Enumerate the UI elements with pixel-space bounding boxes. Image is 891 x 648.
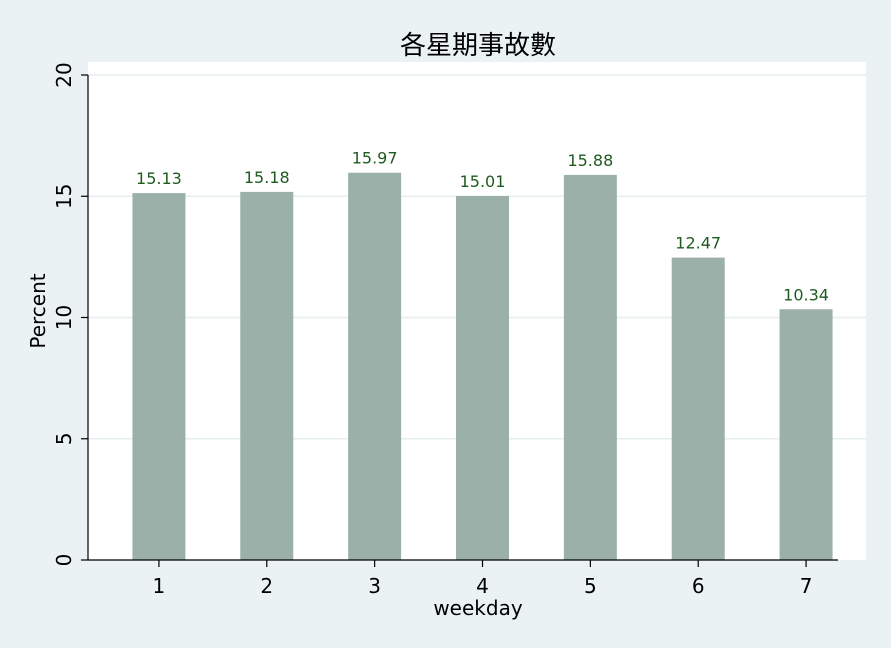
y-tick-label: 0	[52, 554, 76, 567]
x-tick-label: 7	[800, 574, 813, 598]
bar	[671, 257, 725, 560]
data-label: 15.13	[136, 169, 182, 188]
bar	[132, 193, 186, 560]
y-tick-label: 20	[52, 62, 76, 87]
data-labels: 15.13 15.18 15.97 15.01 15.88 12.47 10.34	[136, 149, 829, 305]
chart-title: 各星期事故數	[400, 31, 556, 61]
x-tick-label: 3	[368, 574, 381, 598]
x-tick-label: 6	[692, 574, 705, 598]
data-label: 15.88	[567, 151, 613, 170]
x-tick-label: 2	[260, 574, 273, 598]
x-tick-label: 1	[153, 574, 166, 598]
bar	[240, 191, 294, 560]
bar	[348, 172, 402, 561]
bar	[456, 196, 509, 560]
y-axis-title: Percent	[26, 273, 50, 348]
data-label: 12.47	[675, 234, 721, 253]
data-label: 10.34	[783, 285, 829, 304]
y-tick-label: 15	[52, 184, 76, 209]
x-axis-title: weekday	[433, 596, 523, 620]
y-tick-label: 5	[52, 432, 76, 445]
data-label: 15.01	[460, 172, 506, 191]
bar	[779, 309, 833, 560]
bar	[563, 174, 617, 560]
y-tick-label: 10	[52, 305, 76, 330]
data-label: 15.18	[244, 168, 290, 187]
x-tick-label: 5	[584, 574, 597, 598]
bars	[132, 172, 833, 561]
y-ticks: 0 5 10 15 20	[52, 62, 88, 566]
x-tick-label: 4	[476, 574, 489, 598]
x-ticks: 1 2 3 4 5 6 7	[153, 560, 813, 598]
data-label: 15.97	[352, 149, 398, 168]
